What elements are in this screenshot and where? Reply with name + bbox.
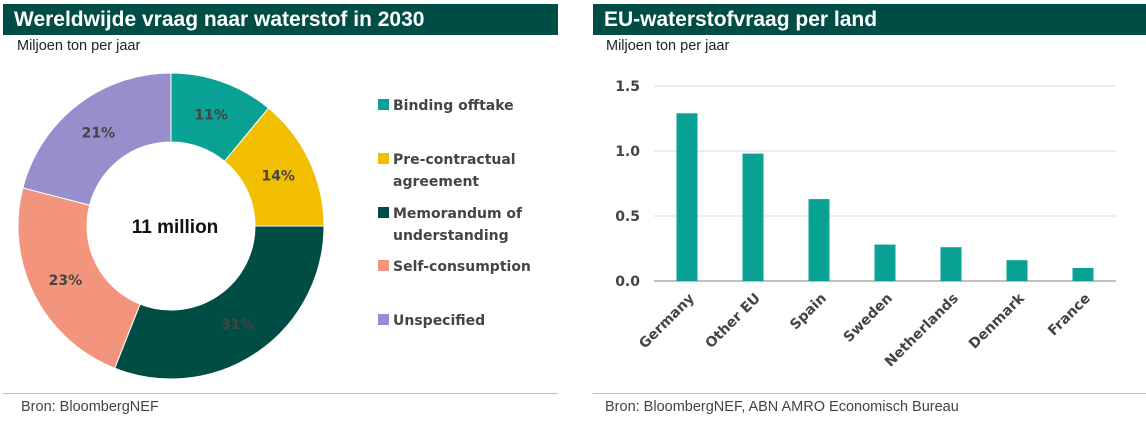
legend-swatch-unspecified xyxy=(378,314,389,325)
legend-label-self-consumption: Self-consumption xyxy=(393,259,531,275)
y-tick-label: 0.0 xyxy=(615,274,640,290)
bar-denmark xyxy=(1006,260,1028,281)
global-demand-panel: Wereldwijde vraag naar waterstof in 2030… xyxy=(0,0,558,423)
slice-label-self-consumption: 23% xyxy=(49,273,83,289)
legend-label-memorandum-of-understanding: Memorandum of understanding xyxy=(393,206,523,244)
slice-memorandum-of-understanding xyxy=(114,225,325,380)
donut-chart: 11% 14% 31% 23% 21% 11 million Binding offtake… xyxy=(17,72,531,380)
y-tick-label: 1.0 xyxy=(615,144,640,160)
slice-label-binding-offtake: 11% xyxy=(194,108,228,124)
bar-netherlands xyxy=(940,247,962,281)
legend-label-binding-offtake: Binding offtake xyxy=(393,98,514,114)
global-demand-source: Bron: BloombergNEF xyxy=(21,399,159,415)
slice-self-consumption xyxy=(17,187,141,369)
bar-spain xyxy=(808,199,830,281)
slice-label-memorandum-of-understanding: 31% xyxy=(221,317,255,333)
legend-swatch-self-consumption xyxy=(378,260,389,271)
bar-france xyxy=(1072,268,1094,281)
legend-swatch-pre-contractual-agreement xyxy=(378,153,389,164)
global-demand-title: Wereldwijde vraag naar waterstof in 2030 xyxy=(3,4,558,35)
y-tick-label: 0.5 xyxy=(615,209,640,225)
slice-label-unspecified: 21% xyxy=(82,125,116,141)
x-tick-label-denmark: Denmark xyxy=(966,290,1028,352)
donut-center-label: 11 million xyxy=(132,217,219,238)
bar-germany xyxy=(676,113,698,281)
eu-demand-source: Bron: BloombergNEF, ABN AMRO Economisch … xyxy=(605,399,959,415)
slice-unspecified xyxy=(22,72,172,206)
y-tick-label: 1.5 xyxy=(615,79,640,95)
global-demand-unit: Miljoen ton per jaar xyxy=(17,38,141,54)
x-tick-label-germany: Germany xyxy=(636,291,698,353)
source-divider xyxy=(3,393,558,394)
eu-demand-panel: EU-waterstofvraag per land Miljoen ton p… xyxy=(590,0,1146,423)
slice-label-pre-contractual-agreement: 14% xyxy=(261,169,295,185)
x-tick-label-sweden: Sweden xyxy=(841,291,896,346)
x-tick-label-spain: Spain xyxy=(787,291,830,334)
bar-sweden xyxy=(874,244,896,281)
x-tick-label-france: France xyxy=(1045,291,1094,340)
source-divider xyxy=(593,393,1146,394)
eu-demand-unit: Miljoen ton per jaar xyxy=(606,38,730,54)
legend-label-pre-contractual-agreement: Pre-contractual agreement xyxy=(393,152,516,190)
eu-demand-title: EU-waterstofvraag per land xyxy=(593,4,1146,35)
legend-swatch-binding-offtake xyxy=(378,99,389,110)
x-tick-label-other-eu: Other EU xyxy=(702,291,763,352)
bar-other-eu xyxy=(742,153,764,281)
legend-label-unspecified: Unspecified xyxy=(393,313,485,329)
legend-swatch-memorandum-of-understanding xyxy=(378,207,389,218)
